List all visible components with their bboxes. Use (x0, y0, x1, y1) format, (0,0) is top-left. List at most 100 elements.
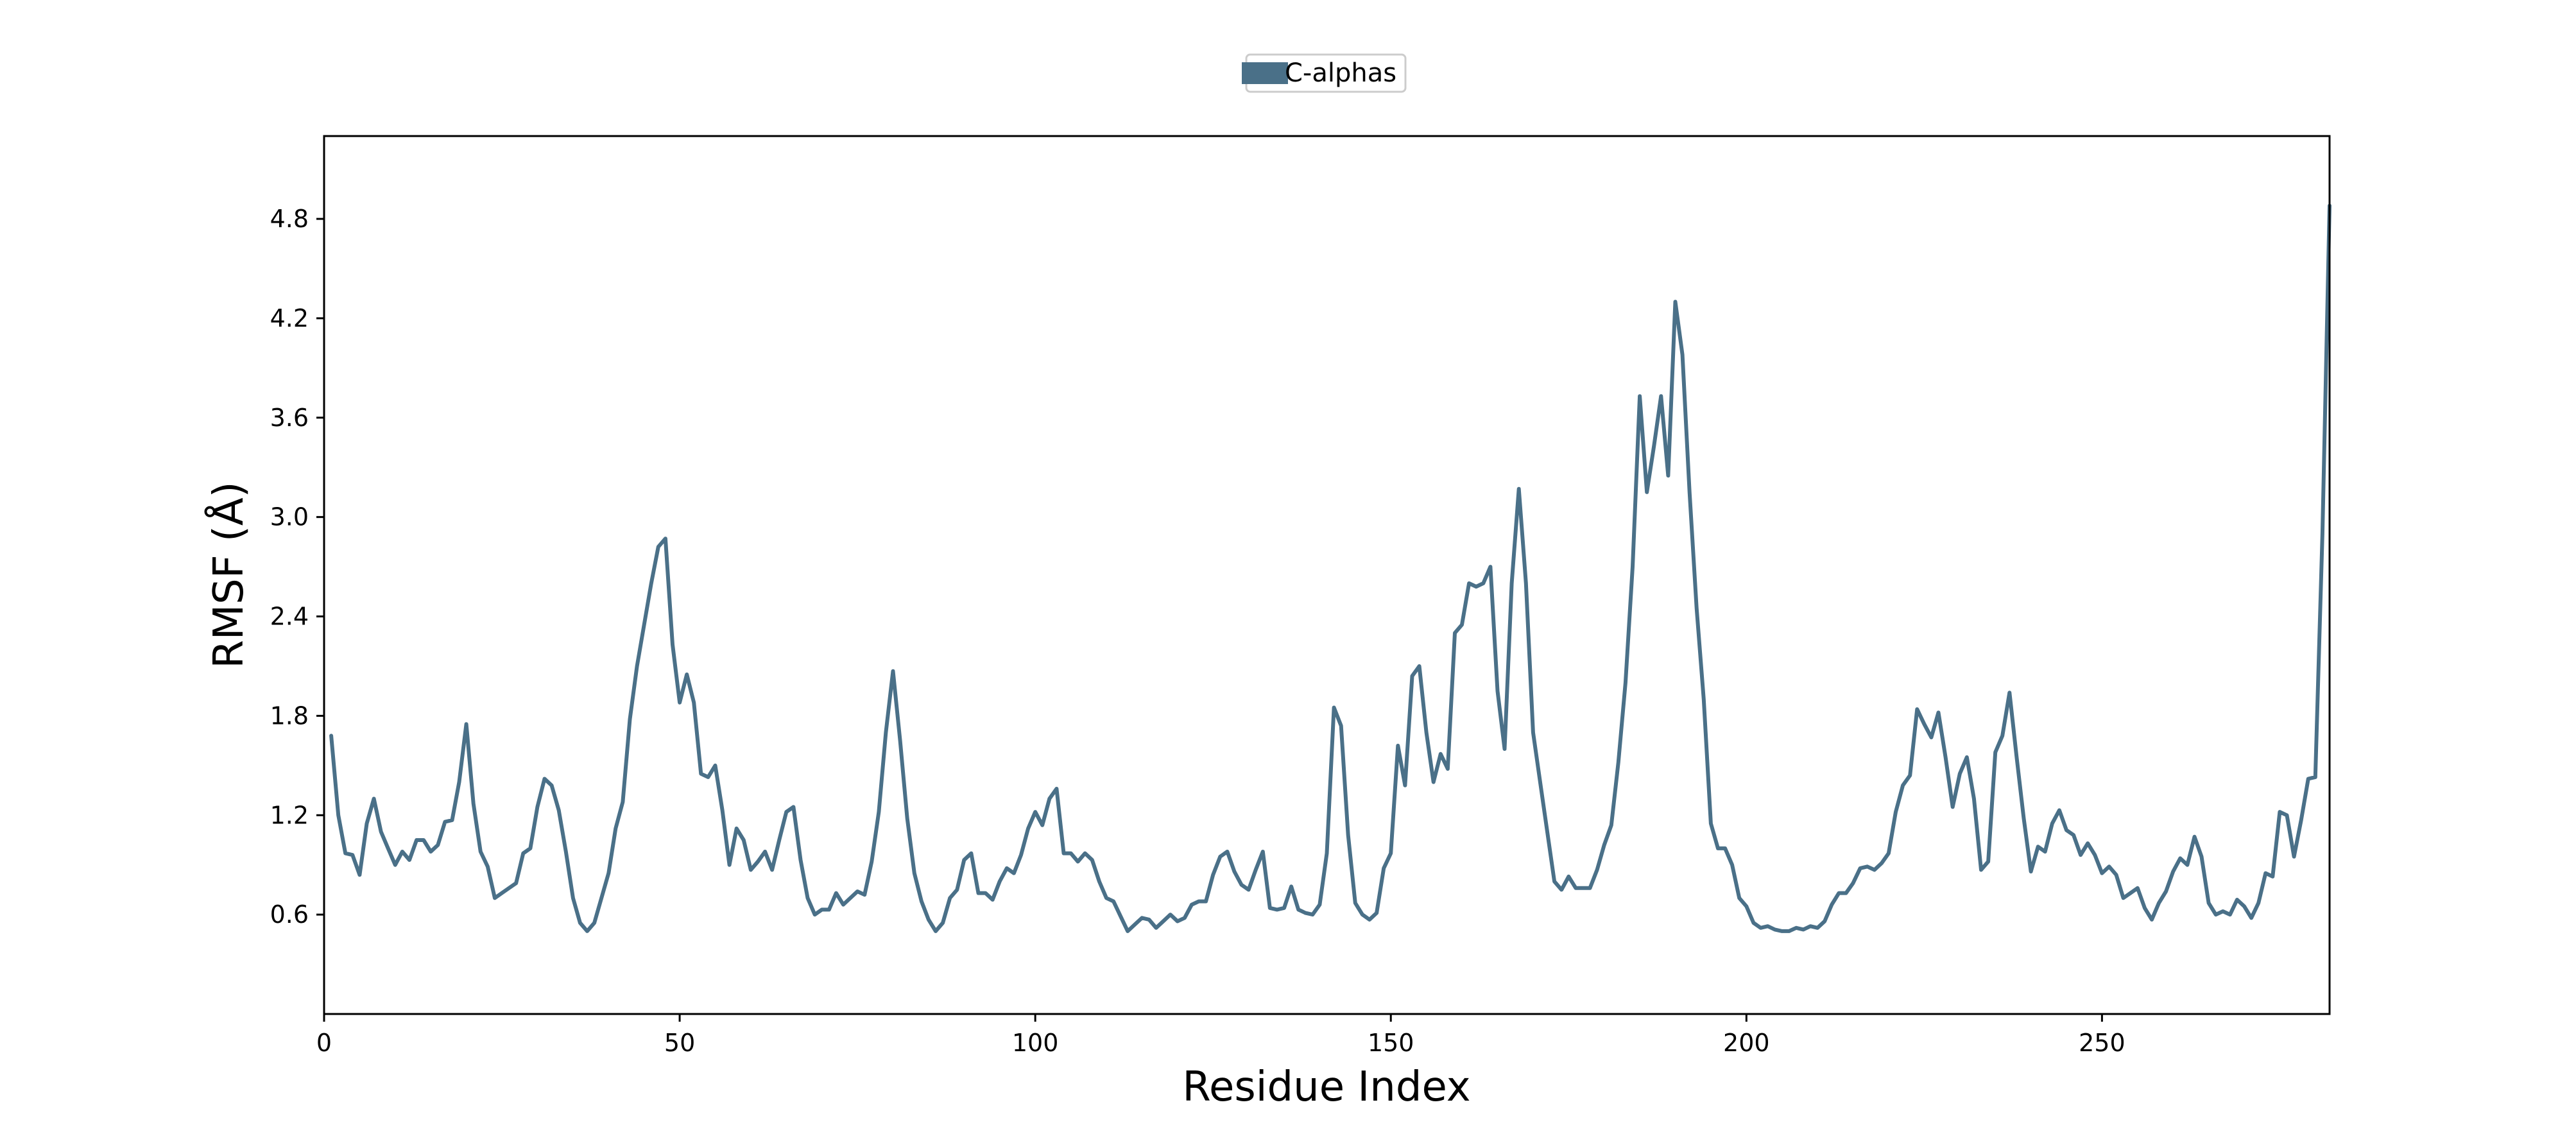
data-point (1724, 846, 1727, 850)
data-point (1169, 913, 1172, 916)
data-point (2057, 809, 2061, 812)
data-point (1375, 911, 1378, 915)
data-point (2207, 902, 2210, 905)
data-point (1240, 883, 1243, 886)
data-point (2143, 906, 2146, 909)
data-point (2243, 905, 2246, 908)
data-point (501, 891, 504, 895)
data-point (1304, 911, 1307, 915)
data-point (2129, 891, 2132, 895)
data-point (508, 886, 511, 889)
data-point (379, 830, 382, 834)
data-point (1162, 920, 1165, 923)
data-point (1475, 585, 1478, 588)
data-point (1226, 850, 1229, 854)
data-point (2306, 777, 2310, 780)
data-point (2221, 910, 2224, 913)
y-tick-label: 1.2 (270, 801, 309, 829)
data-point (372, 797, 375, 800)
data-point (1247, 888, 1250, 891)
data-point (1496, 689, 1499, 692)
data-point (393, 863, 397, 866)
data-point (2257, 902, 2260, 905)
data-point (1176, 920, 1179, 923)
y-tick-label: 4.2 (270, 304, 309, 332)
data-point (571, 897, 574, 900)
data-point (2179, 857, 2182, 860)
data-point (522, 852, 525, 855)
data-point (2115, 873, 2118, 877)
data-point (1027, 827, 1030, 830)
data-point (692, 701, 696, 704)
data-point (1368, 918, 1371, 921)
data-point (1759, 926, 1762, 929)
data-point (1219, 855, 1222, 858)
data-point (486, 865, 489, 868)
data-point (1994, 751, 1997, 754)
x-tick-label: 150 (1368, 1029, 1414, 1057)
data-point (443, 820, 447, 823)
data-point (728, 863, 731, 866)
data-point (2200, 855, 2203, 858)
data-point (1332, 706, 1335, 709)
data-point (2043, 850, 2047, 854)
data-point (1631, 565, 1635, 569)
data-point (792, 805, 795, 809)
data-point (1816, 926, 1819, 929)
data-point (2008, 691, 2011, 694)
data-point (1503, 748, 1506, 751)
data-point (1346, 834, 1350, 837)
data-point (1190, 903, 1194, 906)
data-point (2235, 898, 2238, 901)
data-point (1489, 565, 1492, 569)
data-point (550, 784, 553, 787)
x-tick-label: 100 (1012, 1029, 1059, 1057)
data-point (2228, 913, 2231, 916)
legend-label-c-alphas: C-alphas (1285, 58, 1396, 88)
data-point (1425, 731, 1428, 734)
data-point (2036, 845, 2039, 848)
data-point (991, 898, 994, 901)
data-point (515, 882, 518, 885)
data-point (1382, 866, 1386, 870)
data-point (813, 913, 816, 916)
data-point (2271, 875, 2274, 878)
data-point (1339, 724, 1343, 727)
data-point (593, 922, 596, 925)
legend: C-alphas (1242, 55, 1405, 92)
data-point (1830, 903, 1833, 906)
data-point (1411, 674, 1414, 678)
data-point (1844, 891, 1848, 895)
data-point (1780, 929, 1783, 932)
data-point (1076, 860, 1079, 863)
data-point (707, 775, 710, 778)
data-point (543, 777, 546, 780)
data-point (1681, 353, 1684, 356)
data-point (764, 850, 767, 854)
data-point (1873, 868, 1876, 872)
data-point (757, 860, 760, 863)
data-point (1418, 665, 1421, 668)
data-point (1653, 444, 1656, 447)
data-point (1318, 903, 1321, 906)
x-tick-label: 250 (2079, 1029, 2125, 1057)
data-point (735, 827, 738, 830)
data-point (1012, 872, 1015, 875)
data-point (778, 839, 781, 842)
data-point (1083, 852, 1086, 855)
data-point (2050, 822, 2054, 825)
data-point (1212, 873, 1215, 877)
data-point (941, 922, 945, 925)
data-point (877, 811, 880, 814)
data-point (1980, 868, 1983, 872)
data-point (870, 860, 873, 863)
data-point (1880, 862, 1883, 865)
data-point (1688, 490, 1691, 494)
data-point (564, 850, 567, 854)
x-tick-label: 0 (316, 1029, 332, 1057)
data-point (1446, 768, 1449, 771)
data-point (1951, 805, 1954, 809)
data-point (657, 546, 660, 549)
data-point (1396, 744, 1400, 747)
data-point (1546, 830, 1549, 834)
